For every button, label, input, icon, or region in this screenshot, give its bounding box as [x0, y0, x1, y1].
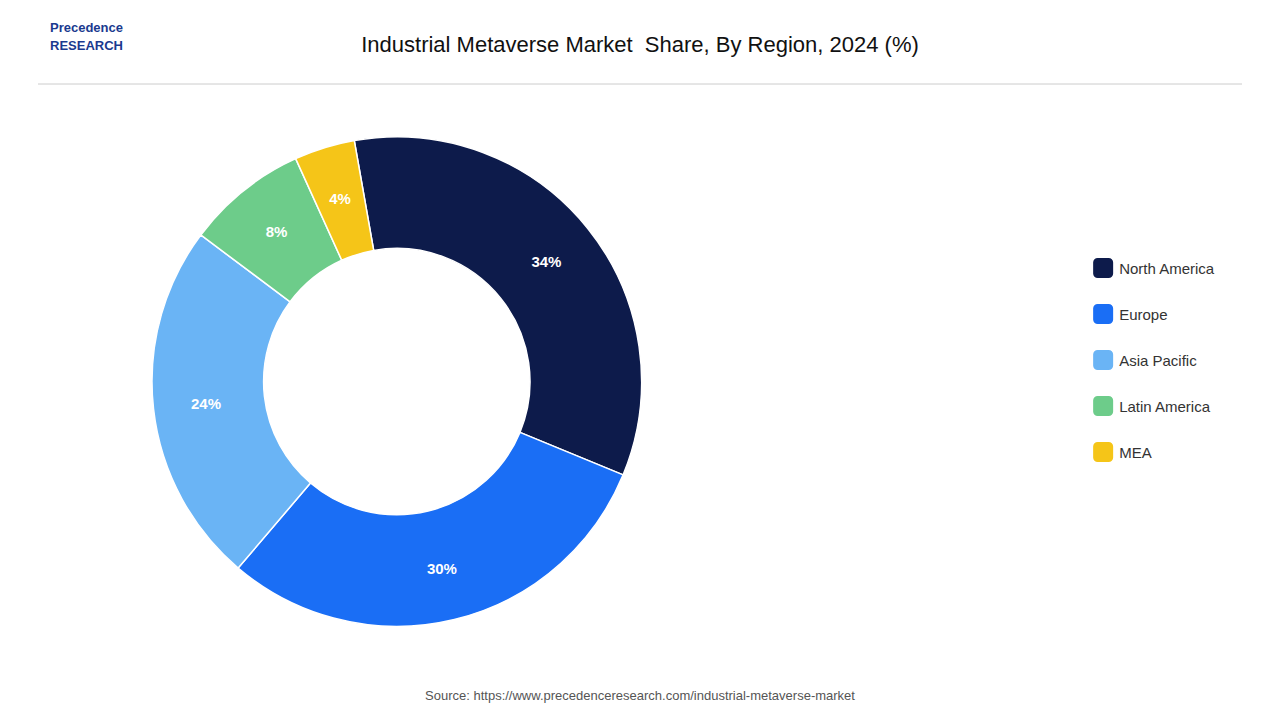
svg-text:4%: 4% — [329, 190, 351, 207]
svg-text:34%: 34% — [531, 253, 561, 270]
svg-text:North America: North America — [1119, 260, 1215, 277]
svg-text:Latin America: Latin America — [1119, 398, 1211, 415]
svg-text:Source: https://www.precedence: Source: https://www.precedenceresearch.c… — [425, 688, 855, 703]
svg-text:Industrial Metaverse Market S: Industrial Metaverse Market Share, By Re… — [361, 32, 919, 57]
svg-text:24%: 24% — [191, 395, 221, 412]
svg-text:8%: 8% — [266, 223, 288, 240]
svg-text:MEA: MEA — [1119, 444, 1152, 461]
svg-text:30%: 30% — [427, 560, 457, 577]
svg-text:RESEARCH: RESEARCH — [50, 38, 123, 53]
svg-text:Precedence: Precedence — [50, 20, 123, 35]
svg-text:Europe: Europe — [1119, 306, 1167, 323]
svg-text:Asia Pacific: Asia Pacific — [1119, 352, 1197, 369]
